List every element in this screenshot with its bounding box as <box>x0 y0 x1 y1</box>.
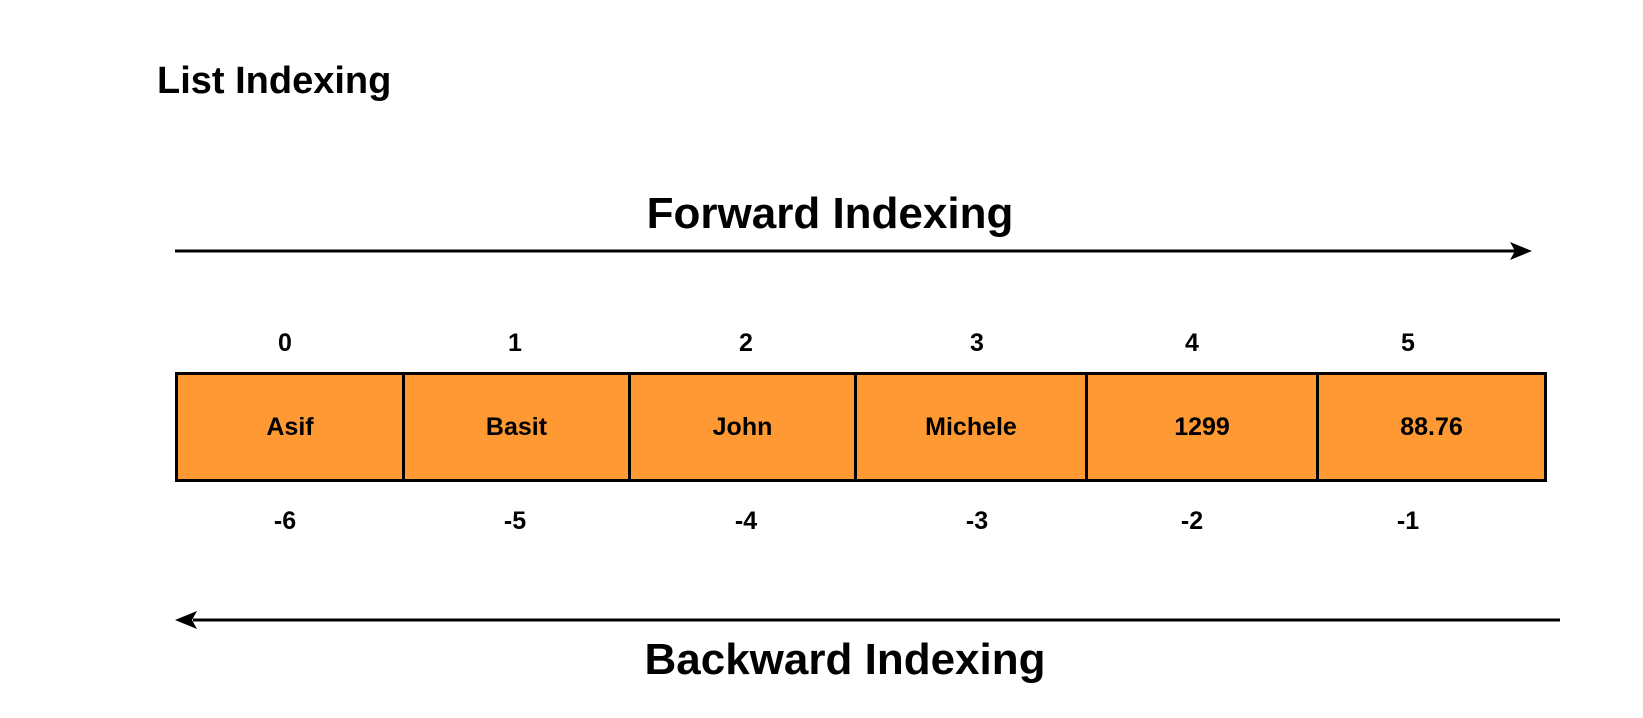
list-cell: 88.76 <box>1400 412 1463 441</box>
list-cell: Michele <box>857 375 1088 479</box>
forward-index-label: 5 <box>1401 329 1415 357</box>
list-cell: 1299 <box>1088 375 1319 479</box>
backward-index-label: -4 <box>734 507 758 535</box>
list-cell: John <box>631 375 857 479</box>
backward-index-label: -3 <box>965 507 989 535</box>
page-title: List Indexing <box>157 60 392 102</box>
backward-index-label: -5 <box>503 507 527 535</box>
forward-index-label: 3 <box>970 329 984 357</box>
backward-index-row: -6 -5 -4 -3 -2 -1 <box>0 506 1643 536</box>
forward-index-label: 4 <box>1185 329 1199 357</box>
list-cell: Asif <box>178 375 405 479</box>
forward-index-label: 0 <box>278 329 292 357</box>
backward-index-label: -1 <box>1396 507 1420 535</box>
forward-index-label: 2 <box>739 329 753 357</box>
forward-index-label: 1 <box>508 329 522 357</box>
backward-indexing-label: Backward Indexing <box>644 635 1046 684</box>
backward-arrow <box>175 611 1560 629</box>
list-strip: Asif Basit John Michele 1299 88.76 <box>175 372 1547 482</box>
backward-index-label: -6 <box>273 507 297 535</box>
forward-arrow <box>175 242 1532 260</box>
backward-index-label: -2 <box>1180 507 1204 535</box>
forward-index-row: 0 1 2 3 4 5 <box>0 328 1643 358</box>
list-cell: Basit <box>405 375 631 479</box>
forward-indexing-label: Forward Indexing <box>646 189 1014 238</box>
